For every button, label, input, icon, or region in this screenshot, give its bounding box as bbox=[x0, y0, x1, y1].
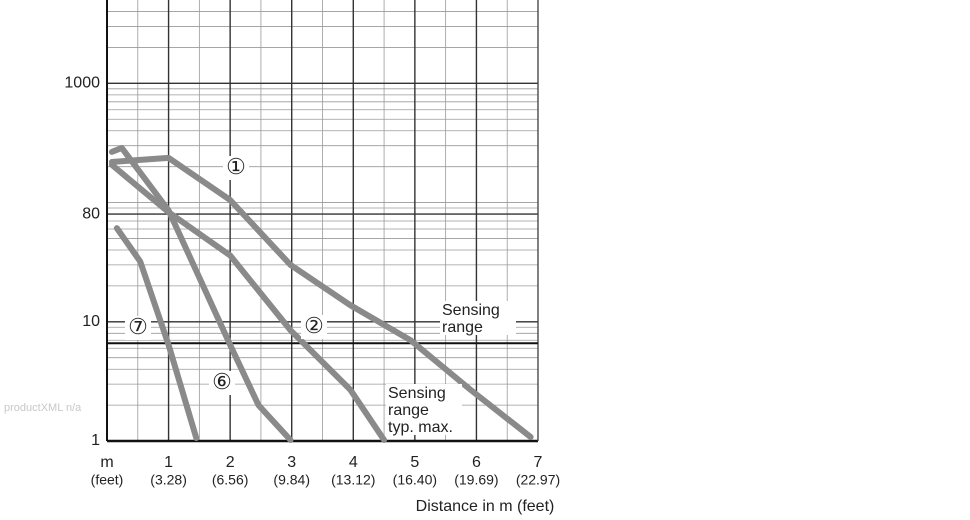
label-bg bbox=[223, 156, 249, 180]
annotation: range bbox=[442, 319, 483, 336]
label-bg bbox=[301, 315, 327, 339]
annotation-bg bbox=[386, 384, 462, 435]
x-axis-label: Distance in m (feet) bbox=[416, 498, 555, 515]
x-tick-label: 5 bbox=[410, 454, 419, 471]
x-tick-label: 6 bbox=[472, 454, 481, 471]
x-tick-sublabel: (9.84) bbox=[273, 472, 310, 488]
x-tick-sublabel: (22.97) bbox=[516, 472, 560, 488]
x-tick-label: m bbox=[100, 454, 113, 471]
x-tick-sublabel: (13.12) bbox=[331, 472, 375, 488]
legend-label: ⑦ bbox=[128, 314, 148, 339]
x-tick-label: 1 bbox=[164, 454, 173, 471]
y-tick-label: 1 bbox=[91, 432, 100, 449]
watermark: productXML n/a bbox=[4, 402, 82, 414]
x-tick-sublabel: (feet) bbox=[91, 472, 124, 488]
x-tick-label: 2 bbox=[226, 454, 235, 471]
y-tick-label: 1000 bbox=[64, 75, 100, 92]
curve bbox=[108, 161, 388, 443]
legend-label: ① bbox=[226, 154, 246, 179]
x-tick-sublabel: (16.40) bbox=[393, 472, 437, 488]
annotation: Sensing bbox=[388, 385, 446, 402]
annotation: typ. max. bbox=[388, 419, 453, 436]
x-tick-label: 4 bbox=[349, 454, 358, 471]
curve bbox=[113, 225, 200, 441]
x-tick-sublabel: (6.56) bbox=[212, 472, 249, 488]
x-tick-label: 7 bbox=[534, 454, 543, 471]
y-tick-label: 10 bbox=[82, 313, 100, 330]
annotation: Sensing bbox=[442, 302, 500, 319]
x-tick-sublabel: (3.28) bbox=[150, 472, 187, 488]
x-tick-sublabel: (19.69) bbox=[454, 472, 498, 488]
curve bbox=[108, 144, 294, 443]
annotation: range bbox=[388, 402, 429, 419]
legend-label: ⑥ bbox=[212, 369, 232, 394]
x-tick-label: 3 bbox=[287, 454, 296, 471]
legend-label: ② bbox=[304, 313, 324, 338]
label-bg bbox=[209, 371, 235, 395]
label-bg bbox=[125, 316, 151, 340]
curve bbox=[108, 154, 534, 441]
y-tick-label: 80 bbox=[82, 205, 100, 222]
annotation-bg bbox=[440, 301, 516, 335]
